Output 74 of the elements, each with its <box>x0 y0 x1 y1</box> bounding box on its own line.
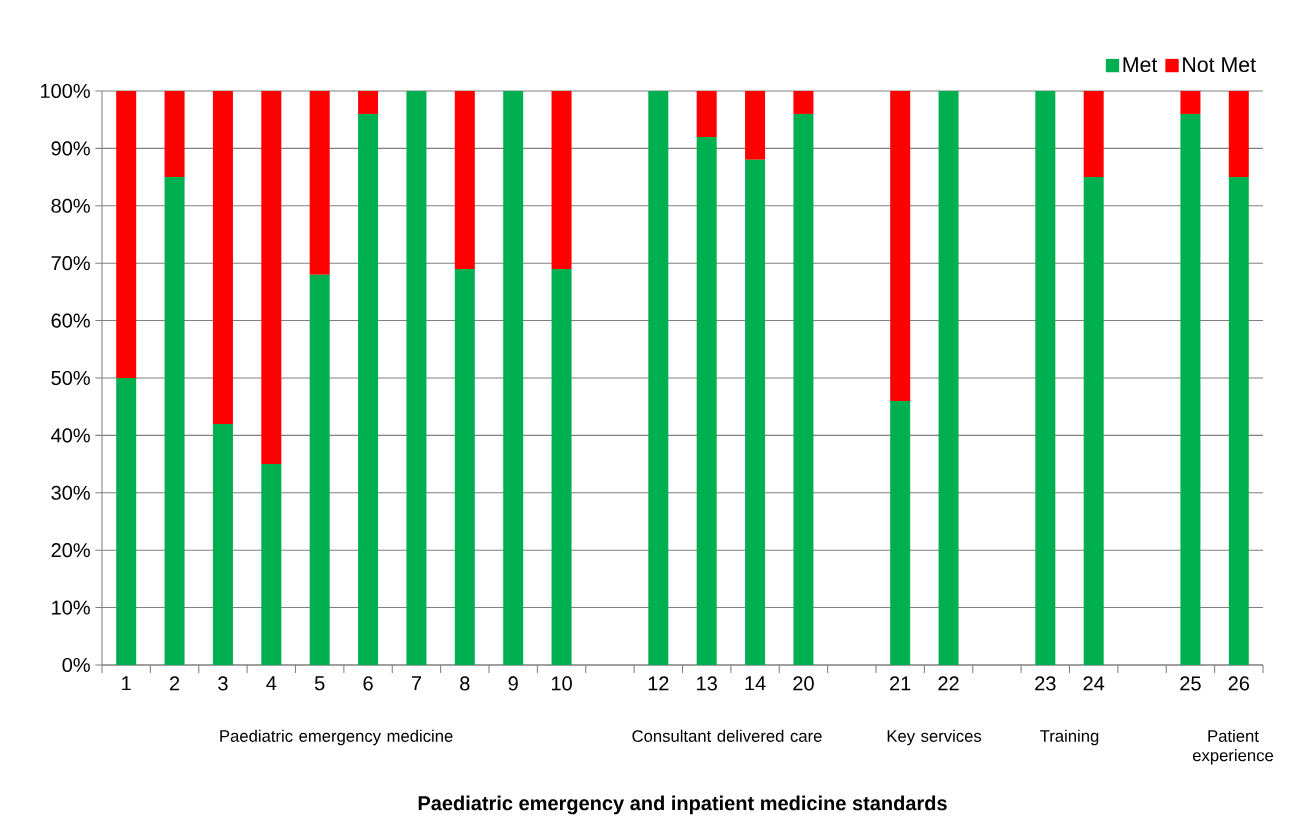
bar <box>745 159 766 665</box>
y-tick-label: 10% <box>52 600 90 615</box>
bar <box>890 90 911 401</box>
bar <box>793 113 814 665</box>
bar <box>358 90 379 114</box>
y-tick-label: 80% <box>51 198 90 213</box>
bar <box>1083 177 1104 665</box>
text: Paediatric emergency medicine <box>220 729 453 746</box>
bar <box>551 268 572 665</box>
bar <box>1083 90 1104 178</box>
bar <box>551 90 572 269</box>
bar <box>358 113 379 665</box>
bar <box>116 377 137 665</box>
x-tick-label: 3 <box>218 676 228 691</box>
bar <box>1035 90 1056 665</box>
y-tick-label: 20% <box>51 543 90 558</box>
bar <box>164 90 185 178</box>
x-tick-label: 14 <box>745 676 766 691</box>
x-tick-label: 24 <box>1083 676 1105 691</box>
bar <box>261 464 282 665</box>
bar <box>503 90 524 665</box>
x-tick-label: 1 <box>122 676 131 691</box>
bar <box>212 423 233 665</box>
x-tick-label: 12 <box>648 676 669 691</box>
x-tick-label: 2 <box>170 676 180 691</box>
bar <box>1180 90 1201 114</box>
bar <box>116 90 137 378</box>
text: Paediatric emergency and inpatient medicine standards <box>418 795 947 815</box>
y-tick-label: 0% <box>62 657 90 673</box>
text: Key services <box>887 729 982 746</box>
legend-label: Not Met <box>1183 57 1256 73</box>
bar <box>1180 113 1201 665</box>
x-tick-label: 6 <box>363 676 373 691</box>
legend-label: Met <box>1123 57 1158 73</box>
x-tick-label: 9 <box>508 676 518 691</box>
bar <box>890 400 911 665</box>
bar <box>261 90 282 465</box>
x-tick-label: 23 <box>1035 676 1056 691</box>
bar <box>696 136 717 665</box>
text: Training <box>1040 729 1099 746</box>
x-tick-label: 20 <box>793 676 814 691</box>
x-tick-label: 13 <box>697 676 717 691</box>
bar <box>938 90 959 665</box>
bar <box>793 90 814 114</box>
x-tick-label: 8 <box>460 676 470 691</box>
bar <box>454 268 475 665</box>
x-tick-label: 22 <box>938 676 959 691</box>
text: Consultant delivered care <box>632 729 822 742</box>
bar <box>454 90 475 269</box>
y-tick-label: 70% <box>51 256 90 271</box>
x-tick-label: 26 <box>1228 676 1250 691</box>
y-tick-label: 40% <box>51 428 90 443</box>
bar <box>309 274 330 665</box>
y-tick-label: 90% <box>51 141 90 156</box>
bar <box>648 90 669 665</box>
bar <box>696 90 717 137</box>
bar <box>212 90 233 424</box>
x-tick-label: 7 <box>411 676 421 691</box>
bar <box>1228 90 1249 178</box>
x-tick-label: 4 <box>266 676 277 691</box>
bar <box>164 177 185 665</box>
bar <box>745 90 766 160</box>
bar <box>309 90 330 275</box>
y-tick-label: 30% <box>51 485 90 500</box>
y-tick-label: 100% <box>41 83 90 99</box>
x-tick-label: 5 <box>314 676 325 691</box>
text: Patient experience <box>1192 729 1274 765</box>
bar <box>1228 177 1249 665</box>
bar <box>406 90 427 665</box>
x-tick-label: 10 <box>551 676 572 691</box>
y-tick-label: 60% <box>51 313 90 328</box>
x-tick-label: 21 <box>890 676 911 691</box>
x-tick-label: 25 <box>1180 676 1201 691</box>
y-tick-label: 50% <box>51 370 90 386</box>
